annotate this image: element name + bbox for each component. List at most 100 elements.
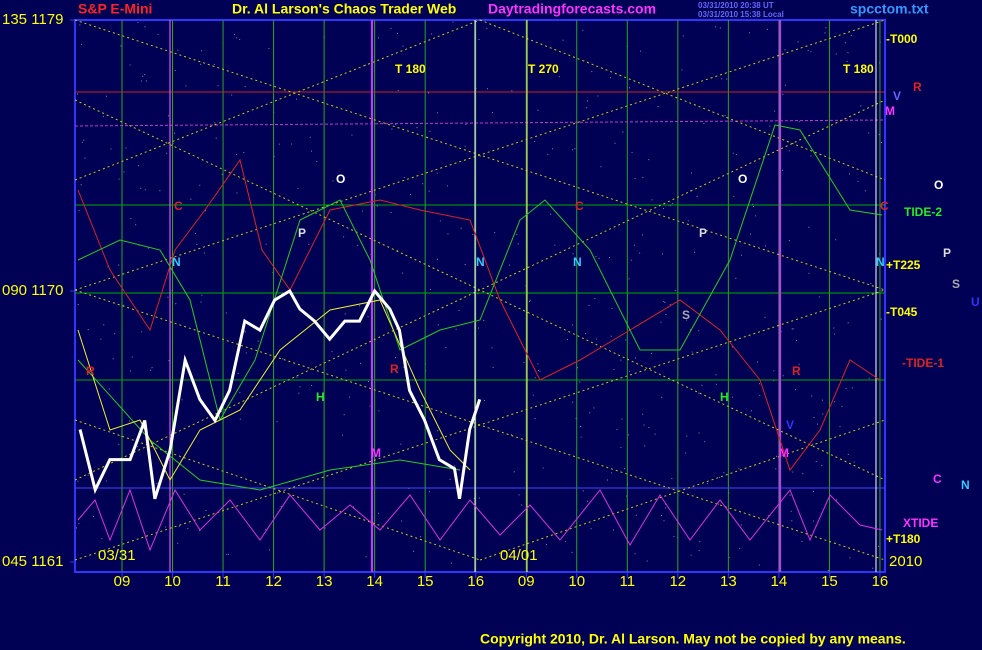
star [807, 50, 809, 52]
star [464, 145, 466, 147]
star [792, 471, 794, 473]
star [732, 346, 734, 348]
star [635, 357, 637, 359]
star [628, 278, 630, 280]
star [719, 27, 721, 29]
annotation: H [720, 390, 729, 404]
annotation: N [476, 255, 485, 269]
star [205, 510, 207, 512]
star [174, 70, 176, 72]
annotation: XTIDE [903, 516, 938, 530]
star [102, 115, 104, 117]
star [751, 410, 753, 412]
annotation: M [779, 446, 789, 460]
star [311, 384, 313, 386]
star [129, 64, 131, 66]
star [554, 244, 556, 246]
star [428, 190, 430, 192]
annotation: O [336, 172, 345, 186]
star [661, 253, 663, 255]
star [402, 45, 404, 47]
star [429, 130, 431, 132]
star [738, 468, 740, 470]
star [629, 370, 631, 372]
star [203, 252, 205, 254]
star [108, 388, 110, 390]
star [582, 490, 584, 492]
star [690, 554, 692, 556]
star [369, 405, 371, 407]
star [566, 338, 568, 340]
star [447, 233, 449, 235]
star [810, 155, 812, 157]
star [564, 541, 566, 543]
annotation: -T045 [886, 305, 918, 319]
star [626, 495, 628, 497]
star [236, 154, 238, 156]
star [681, 69, 683, 71]
star [436, 430, 438, 432]
annotation: P [943, 246, 951, 260]
star [613, 369, 615, 371]
star [628, 434, 630, 436]
star [420, 536, 422, 538]
star [572, 149, 574, 151]
star [130, 218, 132, 220]
star [542, 467, 544, 469]
star [654, 433, 656, 435]
star [844, 42, 846, 44]
star [698, 392, 700, 394]
star [352, 506, 354, 508]
star [244, 331, 246, 333]
star [663, 208, 665, 210]
star [857, 180, 859, 182]
star [609, 77, 611, 79]
star [486, 28, 488, 30]
star [123, 304, 125, 306]
star [523, 361, 525, 363]
star [685, 452, 687, 454]
star [775, 455, 777, 457]
star [177, 542, 179, 544]
star [455, 328, 457, 330]
star [401, 520, 403, 522]
star [491, 347, 493, 349]
star [201, 50, 203, 52]
star [156, 483, 158, 485]
star [551, 448, 553, 450]
star [390, 27, 392, 29]
star [510, 434, 512, 436]
star [450, 562, 452, 564]
star [378, 410, 380, 412]
annotation: T 180 [843, 62, 874, 76]
star [177, 49, 179, 51]
star [669, 205, 671, 207]
star [298, 392, 300, 394]
star [594, 298, 596, 300]
star [135, 224, 137, 226]
star [648, 426, 650, 428]
star-field [76, 21, 882, 571]
star [622, 131, 624, 133]
star [579, 381, 581, 383]
star [586, 107, 588, 109]
star [718, 503, 720, 505]
star [413, 550, 415, 552]
star [765, 245, 767, 247]
star [841, 405, 843, 407]
star [265, 243, 267, 245]
star [759, 394, 761, 396]
star [101, 538, 103, 540]
x-tick-label: 13 [720, 573, 737, 590]
star [788, 150, 790, 152]
star [634, 244, 636, 246]
star [537, 369, 539, 371]
star [151, 367, 153, 369]
star [172, 142, 174, 144]
star [136, 446, 138, 448]
star [801, 540, 803, 542]
star [257, 340, 259, 342]
star [870, 283, 872, 285]
star [631, 151, 633, 153]
